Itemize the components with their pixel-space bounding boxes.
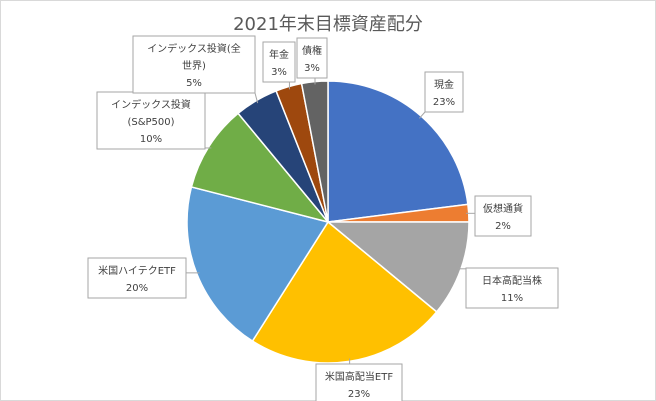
data-label-category: 米国ハイテクETF	[98, 264, 176, 277]
data-label-box	[132, 35, 256, 94]
data-label-percent: 3%	[304, 63, 320, 74]
data-label-box	[87, 257, 187, 299]
data-label-category: 債権	[302, 44, 322, 57]
leader-line	[419, 111, 426, 119]
data-label: 日本高配当株 11%	[458, 267, 559, 309]
data-label: 債権 3%	[296, 37, 328, 85]
pie-slice	[186, 186, 330, 343]
data-label-category: 世界)	[182, 60, 206, 72]
data-label-percent: 23%	[433, 97, 455, 108]
data-label-percent: 10%	[140, 134, 162, 145]
data-label-box	[315, 363, 403, 401]
data-label-percent: 11%	[501, 293, 523, 304]
data-label-percent: 2%	[495, 221, 511, 232]
data-label-category: インデックス投資	[111, 98, 191, 111]
data-label-percent: 3%	[271, 67, 287, 78]
pie-slice	[325, 221, 470, 313]
data-label-category: 米国高配当ETF	[325, 370, 393, 383]
data-label-category: (S&P500)	[127, 117, 174, 128]
data-label: 現金 23%	[419, 71, 464, 119]
data-label-box	[465, 267, 559, 309]
data-label-box	[424, 71, 464, 113]
data-label-percent: 5%	[186, 78, 202, 89]
chart-title: 2021年末目標資産配分	[233, 14, 423, 35]
data-label-category: インデックス投資(全	[147, 42, 241, 55]
data-label: 米国高配当ETF 23%	[315, 358, 403, 401]
data-label-box	[296, 37, 328, 79]
data-label: 米国ハイテクETF 20%	[87, 257, 200, 299]
data-label-percent: 20%	[126, 283, 148, 294]
data-label: 仮想通貨 2%	[465, 195, 532, 237]
data-label: インデックス投資 (S&P500) 10%	[96, 91, 212, 150]
data-label-category: 年金	[269, 48, 289, 61]
pie-slice	[190, 112, 331, 224]
data-label-percent: 23%	[348, 389, 370, 400]
data-label-box	[96, 91, 206, 150]
data-label-box	[474, 195, 532, 237]
data-label-category: 現金	[434, 78, 454, 91]
data-label-category: 仮想通貨	[483, 202, 523, 215]
data-label: 年金 3%	[262, 41, 296, 90]
data-label-category: 日本高配当株	[482, 274, 542, 287]
data-label: インデックス投資(全世界) 5%	[132, 35, 259, 104]
leader-line	[254, 92, 259, 104]
data-label-box	[262, 41, 296, 83]
